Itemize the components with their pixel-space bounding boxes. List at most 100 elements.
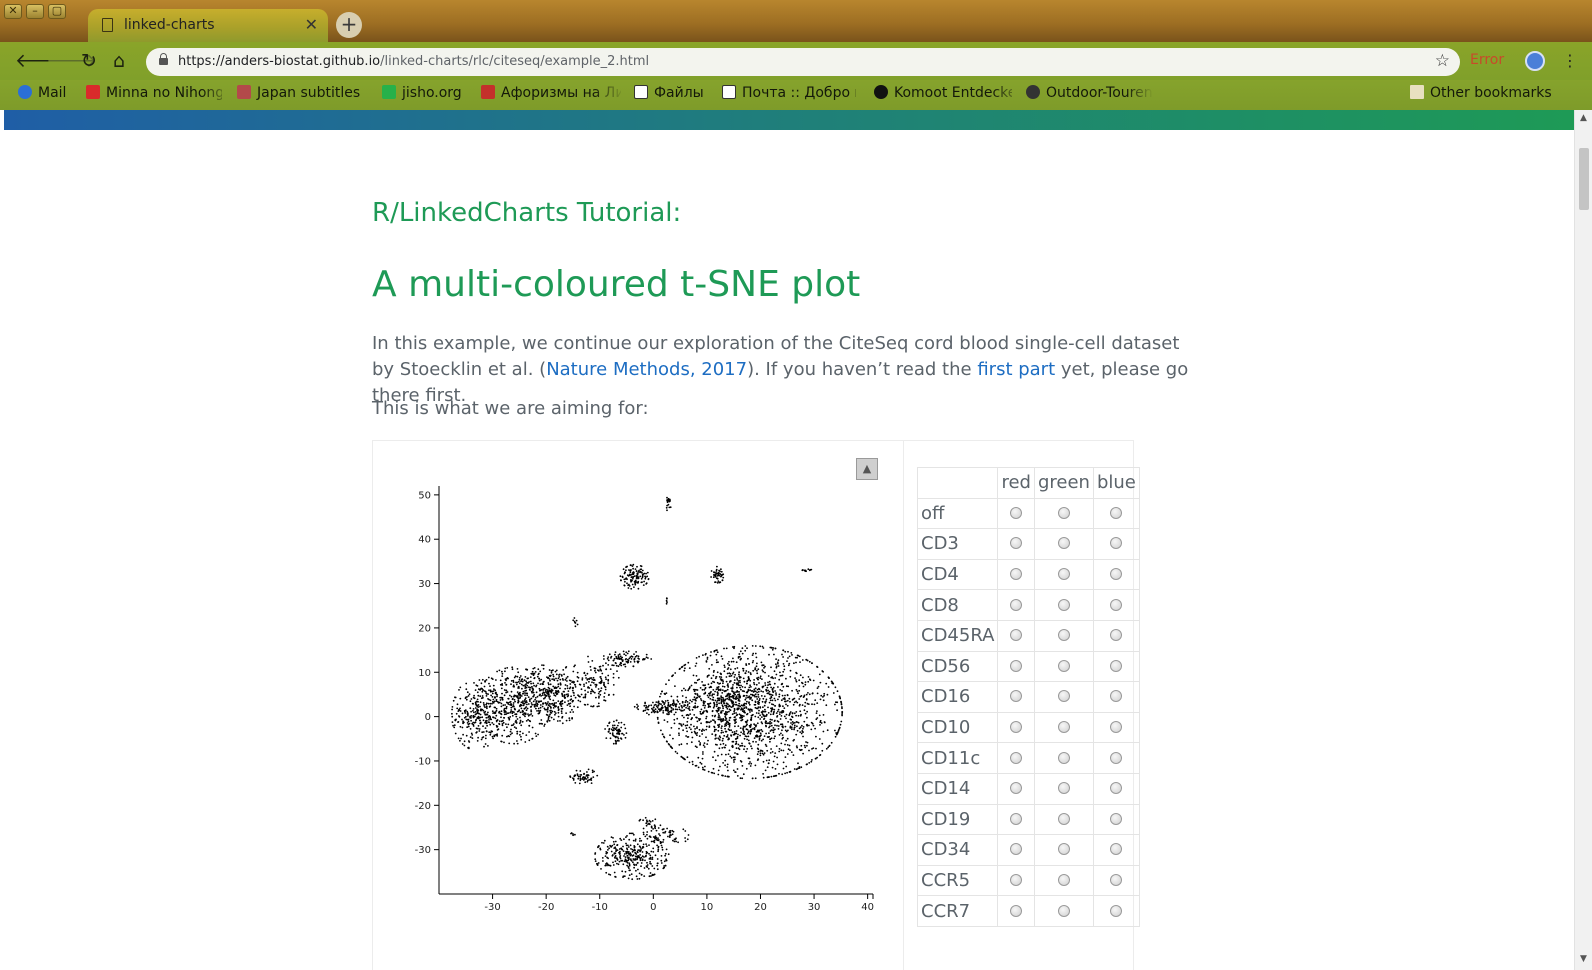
radio-red[interactable] (1010, 812, 1023, 825)
bookmark-japan-subtitles[interactable]: Japan subtitles (237, 85, 367, 105)
radio-green[interactable] (1057, 782, 1070, 795)
profile-avatar[interactable] (1525, 51, 1545, 71)
new-tab-button[interactable]: + (336, 12, 362, 38)
radio-blue[interactable] (1110, 659, 1123, 672)
data-point (461, 718, 463, 721)
other-bookmarks[interactable]: Other bookmarks (1410, 85, 1576, 105)
marker-table-header: red green blue (916, 467, 1140, 499)
radio-blue[interactable] (1110, 874, 1123, 887)
forward-button[interactable]: 🡒 (46, 50, 97, 72)
radio-green[interactable] (1057, 568, 1070, 581)
radio-red[interactable] (1010, 629, 1023, 642)
radio-blue[interactable] (1110, 751, 1123, 764)
radio-green[interactable] (1057, 721, 1070, 734)
data-point (519, 711, 522, 714)
data-point (533, 667, 536, 669)
browser-toolbar: 🡐 🡒 ↻ ⌂ https://anders-biostat.github.io… (0, 42, 1592, 80)
collapse-button[interactable]: ▲ (856, 458, 878, 480)
radio-red[interactable] (1010, 506, 1023, 519)
data-point (736, 683, 738, 686)
radio-blue[interactable] (1110, 782, 1123, 795)
minimize-window-button[interactable]: – (26, 4, 44, 19)
radio-blue[interactable] (1110, 721, 1123, 734)
data-point (725, 704, 728, 707)
data-point (477, 725, 480, 727)
data-point (619, 663, 621, 666)
data-point (453, 726, 456, 729)
radio-blue[interactable] (1110, 537, 1123, 550)
bookmark-files[interactable]: Файлы (634, 85, 710, 105)
home-button[interactable]: ⌂ (112, 50, 126, 72)
data-point (727, 692, 730, 695)
nature-methods-link[interactable]: Nature Methods, 2017 (546, 359, 748, 380)
radio-green[interactable] (1057, 904, 1070, 917)
address-bar[interactable]: https://anders-biostat.github.io/linked-… (146, 48, 1460, 76)
data-point (779, 723, 782, 726)
radio-red[interactable] (1010, 782, 1023, 795)
sync-error-label[interactable]: Error (1470, 52, 1505, 68)
radio-green[interactable] (1057, 629, 1070, 642)
radio-blue[interactable] (1110, 629, 1123, 642)
radio-red[interactable] (1010, 598, 1023, 611)
scroll-thumb[interactable] (1579, 148, 1589, 210)
scroll-up-arrow-icon[interactable]: ▲ (1580, 113, 1587, 123)
radio-blue[interactable] (1110, 506, 1123, 519)
radio-red[interactable] (1010, 721, 1023, 734)
bookmark-jisho[interactable]: jisho.org (382, 85, 468, 105)
radio-blue[interactable] (1110, 598, 1123, 611)
first-part-link[interactable]: first part (977, 359, 1056, 380)
data-point (612, 864, 615, 866)
data-point (578, 782, 581, 785)
radio-blue[interactable] (1110, 843, 1123, 856)
radio-red[interactable] (1010, 659, 1023, 672)
radio-green[interactable] (1057, 598, 1070, 611)
radio-blue[interactable] (1110, 904, 1123, 917)
radio-blue[interactable] (1110, 568, 1123, 581)
data-point (747, 757, 750, 760)
bookmark-pochta[interactable]: Почта :: Добро пожаловать (722, 85, 856, 105)
radio-green[interactable] (1057, 874, 1070, 887)
data-point (640, 862, 643, 864)
radio-red[interactable] (1010, 904, 1023, 917)
radio-green[interactable] (1057, 751, 1070, 764)
bookmark-komoot[interactable]: Komoot Entdecken (874, 85, 1012, 105)
radio-red[interactable] (1010, 843, 1023, 856)
radio-red[interactable] (1010, 690, 1023, 703)
data-point (663, 865, 665, 867)
radio-red[interactable] (1010, 537, 1023, 550)
radio-green[interactable] (1057, 506, 1070, 519)
radio-green[interactable] (1057, 843, 1070, 856)
maximize-window-button[interactable]: ▢ (48, 4, 66, 19)
reload-button[interactable]: ↻ (81, 50, 97, 72)
bookmark-minna[interactable]: Minna no Nihongo (86, 85, 222, 105)
url-text[interactable]: https://anders-biostat.github.io/linked-… (178, 54, 649, 69)
radio-green[interactable] (1057, 690, 1070, 703)
radio-blue[interactable] (1110, 812, 1123, 825)
data-point (494, 689, 497, 692)
data-point (761, 730, 764, 733)
data-point (593, 667, 596, 670)
radio-blue[interactable] (1110, 690, 1123, 703)
radio-red[interactable] (1010, 568, 1023, 581)
bookmark-mail[interactable]: Mail (18, 85, 74, 105)
data-point (534, 732, 537, 735)
radio-green[interactable] (1057, 659, 1070, 672)
scroll-down-arrow-icon[interactable]: ▼ (1580, 954, 1587, 964)
bookmark-star-icon[interactable]: ☆ (1434, 51, 1450, 71)
radio-red[interactable] (1010, 751, 1023, 764)
bookmark-outdoor[interactable]: Outdoor-Touren (1026, 85, 1166, 105)
data-point (726, 707, 729, 710)
page-scrollbar[interactable]: ▲ ▼ (1574, 110, 1592, 970)
data-point (744, 672, 747, 675)
data-point (748, 686, 751, 689)
bookmark-aphorisms[interactable]: Афоризмы на Ли (481, 85, 621, 105)
back-button[interactable]: 🡐 (15, 50, 66, 72)
browser-menu-icon[interactable]: ⋮ (1562, 51, 1578, 70)
tab-close-button[interactable]: ✕ (304, 15, 318, 34)
browser-tab[interactable]: linked-charts ✕ (88, 9, 328, 42)
radio-green[interactable] (1057, 812, 1070, 825)
close-window-button[interactable]: ✕ (4, 4, 22, 19)
radio-red[interactable] (1010, 874, 1023, 887)
radio-green[interactable] (1057, 537, 1070, 550)
